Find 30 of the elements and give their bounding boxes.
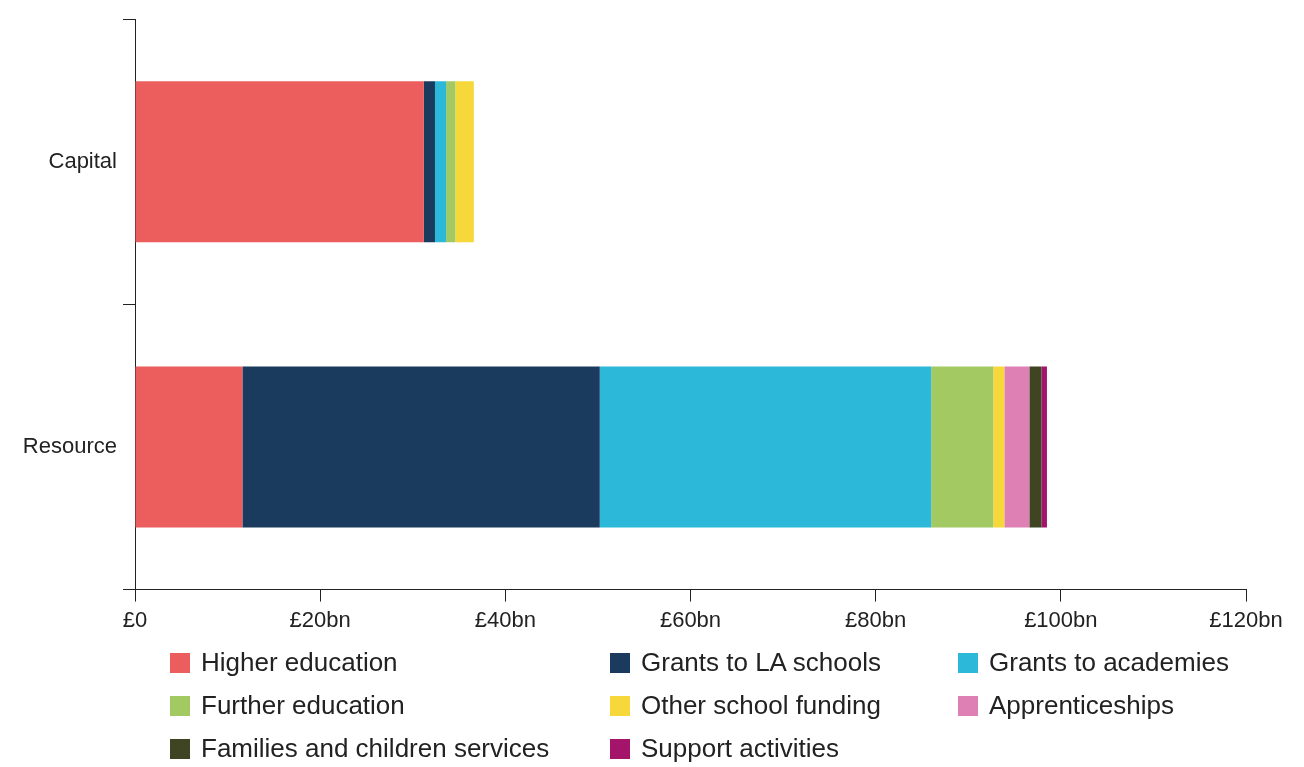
legend-label: Grants to LA schools (641, 647, 881, 678)
legend-label: Families and children services (201, 733, 550, 764)
x-tick-label: £60bn (659, 606, 722, 632)
bar (135, 366, 243, 528)
y-tick-label: Resource (22, 433, 117, 459)
x-tick-label: £20bn (289, 606, 351, 632)
bar (423, 81, 435, 243)
bar (1041, 366, 1047, 528)
bar (599, 366, 932, 528)
x-tick-label: £80bn (845, 606, 907, 632)
legend-label: Support activities (641, 733, 839, 764)
legend-label: Other school funding (641, 690, 881, 721)
legend-label: Grants to academies (989, 647, 1229, 678)
bar (242, 366, 600, 528)
legend-label: Further education (201, 690, 405, 721)
bar (993, 366, 1005, 528)
bar (931, 366, 994, 528)
bar (1029, 366, 1042, 528)
bar (1004, 366, 1030, 528)
x-tick-label: £120bn (1209, 606, 1283, 632)
x-tick-label: £100bn (1024, 606, 1098, 632)
bar (135, 81, 424, 243)
x-tick-label: £0 (122, 606, 148, 632)
y-tick-label: Capital (48, 147, 117, 173)
bar (455, 81, 474, 243)
legend-label: Apprenticeships (989, 690, 1174, 721)
legend-label: Higher education (201, 647, 398, 678)
x-tick-label: £40bn (474, 606, 536, 632)
bar (434, 81, 447, 243)
bar (446, 81, 456, 243)
